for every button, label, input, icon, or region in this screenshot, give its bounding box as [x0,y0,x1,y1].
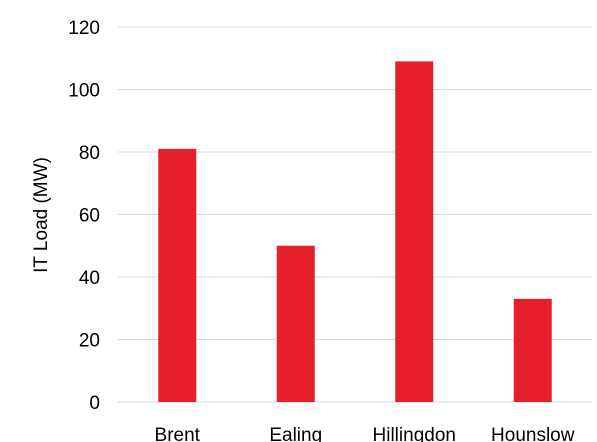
y-tick-label: 120 [68,18,100,39]
bar-ealing [276,245,315,402]
category-label-brent: Brent [155,425,201,442]
y-tick-label: 80 [79,143,100,164]
category-label-ealing: Ealing [269,425,322,442]
gridlines [118,26,592,403]
bars [158,61,552,402]
y-tick-label: 100 [68,81,100,102]
bar-brent [158,148,197,402]
y-tick-label: 40 [79,268,100,289]
category-label-hillingdon: Hillingdon [373,425,456,442]
category-labels: Brent Ealing Hillingdon Hounslow [155,425,575,442]
bar-hounslow [513,298,552,402]
y-axis-label: IT Load (MW) [31,157,52,273]
bar-hillingdon [395,61,434,402]
y-tick-label: 60 [79,206,100,227]
y-tick-label: 20 [79,331,100,352]
category-label-hounslow: Hounslow [491,425,575,442]
y-tick-labels: 0 20 40 60 80 100 120 [68,18,100,414]
y-tick-label: 0 [89,393,100,414]
